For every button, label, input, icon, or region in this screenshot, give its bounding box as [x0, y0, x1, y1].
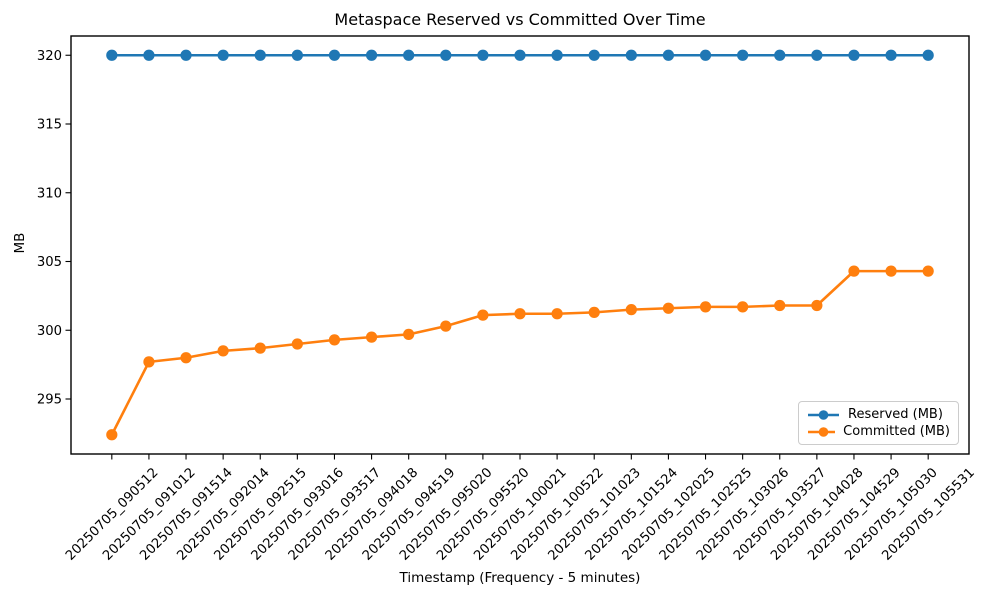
data-point-reserved	[922, 49, 934, 61]
data-point-reserved	[662, 49, 675, 61]
data-point-committed	[254, 342, 266, 354]
data-point-committed	[514, 308, 526, 320]
data-point-committed	[365, 331, 378, 343]
data-point-reserved	[699, 49, 712, 61]
data-point-committed	[848, 265, 860, 277]
data-point-committed	[403, 328, 415, 340]
data-point-committed	[588, 306, 600, 318]
data-point-committed	[180, 352, 192, 364]
data-point-committed	[328, 334, 341, 346]
y-tick-label: 320	[37, 49, 62, 64]
legend: Reserved (MB) Committed (MB)	[798, 401, 959, 445]
data-point-reserved	[774, 49, 786, 61]
data-point-reserved	[254, 49, 266, 61]
data-point-reserved	[514, 49, 526, 61]
data-point-reserved	[365, 49, 378, 61]
data-point-committed	[477, 309, 489, 321]
data-point-committed	[625, 304, 637, 316]
x-axis-label: Timestamp (Frequency - 5 minutes)	[399, 570, 641, 586]
legend-item-committed: Committed (MB)	[807, 424, 950, 439]
data-point-committed	[737, 301, 749, 313]
data-point-reserved	[477, 49, 489, 61]
y-tick-label: 295	[37, 393, 62, 408]
data-point-reserved	[588, 49, 600, 61]
y-tick-label: 310	[37, 186, 62, 201]
data-point-reserved	[848, 49, 860, 61]
plot-frame	[70, 35, 970, 455]
data-point-committed	[774, 299, 786, 312]
data-point-reserved	[737, 49, 749, 61]
data-point-reserved	[106, 49, 118, 61]
data-point-committed	[217, 345, 229, 357]
data-point-committed	[440, 320, 452, 332]
data-point-reserved	[403, 49, 415, 61]
y-axis-label: MB	[12, 232, 28, 254]
chart-title: Metaspace Reserved vs Committed Over Tim…	[334, 10, 706, 29]
data-point-reserved	[291, 49, 303, 61]
reserved-line-swatch-icon	[808, 409, 839, 420]
data-point-reserved	[143, 49, 155, 61]
data-point-committed	[106, 429, 118, 441]
committed-line-swatch-icon	[808, 426, 836, 437]
y-tick-label: 305	[37, 255, 62, 270]
data-point-committed	[143, 356, 155, 368]
data-point-reserved	[811, 49, 823, 61]
legend-item-reserved: Reserved (MB)	[807, 407, 950, 422]
reserved-swatch-marker	[818, 409, 829, 420]
data-point-reserved	[551, 49, 563, 61]
data-point-reserved	[328, 49, 341, 61]
data-point-reserved	[625, 49, 637, 61]
data-point-committed	[291, 338, 303, 350]
y-tick-label: 315	[37, 118, 62, 133]
legend-label-reserved: Reserved (MB)	[848, 407, 943, 422]
data-point-committed	[699, 301, 712, 313]
data-point-committed	[811, 299, 823, 312]
legend-label-committed: Committed (MB)	[843, 424, 950, 439]
y-tick-label: 300	[37, 324, 62, 339]
data-point-reserved	[885, 49, 897, 61]
data-point-committed	[662, 302, 675, 314]
data-point-reserved	[180, 49, 192, 61]
committed-swatch-marker	[818, 426, 829, 437]
data-point-committed	[885, 265, 897, 277]
data-point-reserved	[217, 49, 229, 61]
data-point-reserved	[440, 49, 452, 61]
data-point-committed	[551, 308, 563, 320]
data-point-committed	[922, 265, 934, 277]
